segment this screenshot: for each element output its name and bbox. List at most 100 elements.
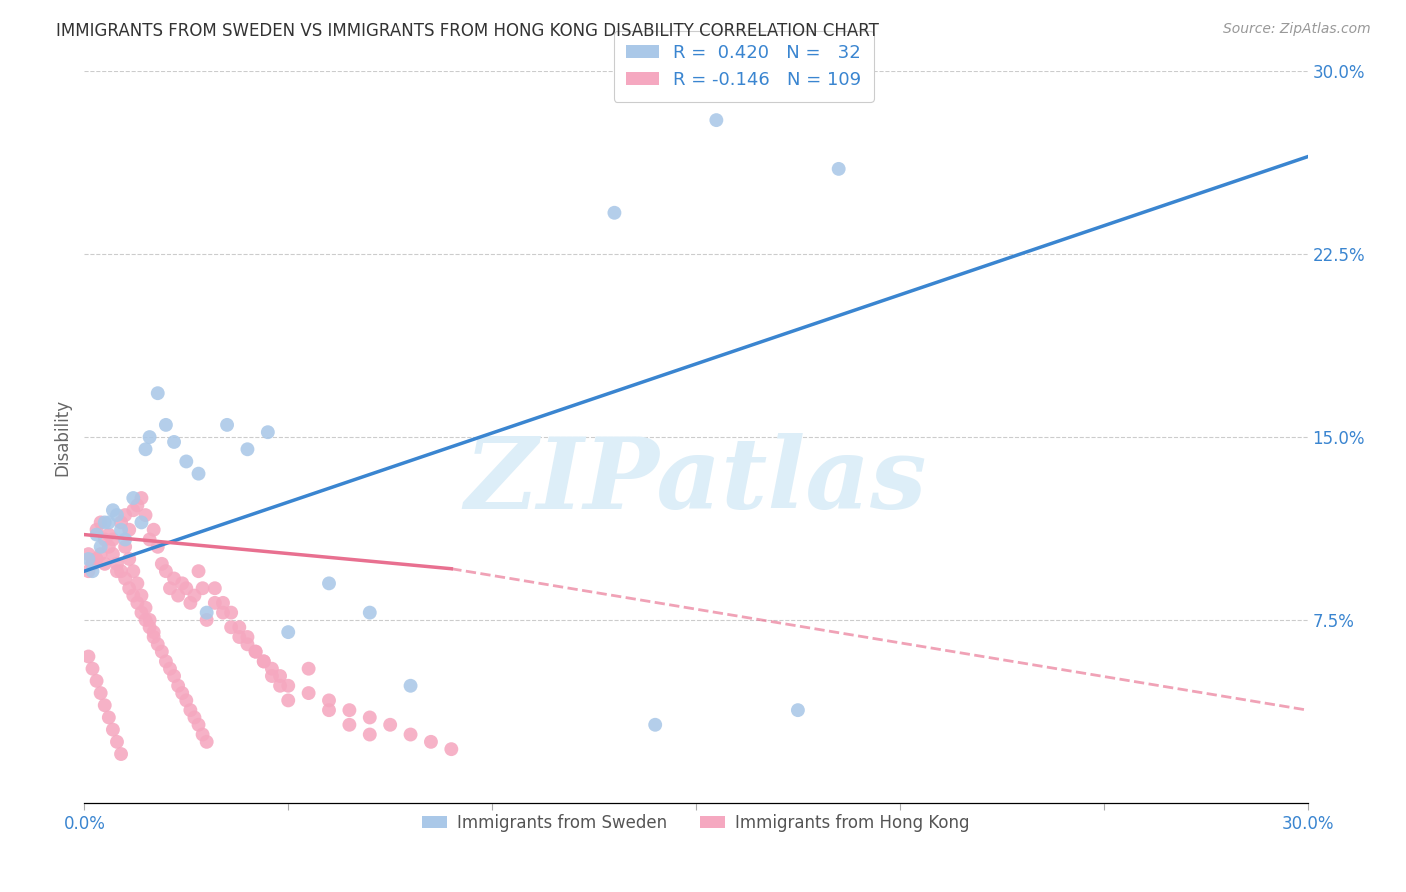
Point: [253, 654, 276, 668]
Point: [155, 654, 177, 668]
Point: [77, 547, 100, 561]
Point: [420, 735, 443, 749]
Point: [114, 508, 136, 522]
Point: [298, 686, 321, 700]
Point: [167, 589, 190, 603]
Point: [86, 552, 108, 566]
Point: [159, 581, 181, 595]
Point: [236, 637, 259, 651]
Point: [179, 596, 201, 610]
Point: [122, 503, 145, 517]
Point: [359, 606, 381, 620]
Point: [131, 516, 153, 530]
Point: [399, 727, 422, 741]
Point: [131, 606, 153, 620]
Point: [77, 564, 100, 578]
Point: [114, 540, 136, 554]
Point: [97, 527, 120, 541]
Point: [138, 613, 160, 627]
Point: [298, 662, 321, 676]
Point: [118, 581, 141, 595]
Point: [339, 718, 361, 732]
Text: Source: ZipAtlas.com: Source: ZipAtlas.com: [1223, 22, 1371, 37]
Point: [101, 533, 124, 547]
Point: [105, 735, 128, 749]
Point: [105, 557, 128, 571]
Point: [212, 606, 235, 620]
Point: [114, 533, 136, 547]
Point: [318, 693, 340, 707]
Point: [174, 693, 197, 707]
Point: [212, 596, 235, 610]
Point: [174, 454, 197, 468]
Point: [135, 442, 157, 457]
Point: [86, 673, 108, 688]
Point: [150, 645, 173, 659]
Point: [828, 161, 851, 176]
Point: [77, 552, 100, 566]
Legend: Immigrants from Sweden, Immigrants from Hong Kong: Immigrants from Sweden, Immigrants from …: [415, 807, 977, 838]
Point: [90, 547, 112, 561]
Point: [195, 613, 218, 627]
Point: [122, 564, 145, 578]
Point: [219, 620, 242, 634]
Point: [118, 552, 141, 566]
Point: [105, 508, 128, 522]
Point: [77, 649, 100, 664]
Point: [706, 113, 728, 128]
Point: [138, 430, 160, 444]
Point: [172, 686, 194, 700]
Point: [97, 540, 120, 554]
Point: [167, 679, 190, 693]
Point: [82, 564, 104, 578]
Point: [82, 557, 104, 571]
Point: [127, 499, 149, 513]
Point: [787, 703, 810, 717]
Point: [187, 718, 209, 732]
Point: [195, 606, 218, 620]
Point: [127, 576, 149, 591]
Point: [339, 703, 361, 717]
Point: [228, 630, 250, 644]
Point: [150, 557, 173, 571]
Point: [277, 679, 299, 693]
Point: [131, 589, 153, 603]
Point: [138, 620, 160, 634]
Point: [217, 417, 239, 432]
Point: [122, 589, 145, 603]
Point: [277, 693, 299, 707]
Point: [399, 679, 422, 693]
Point: [359, 710, 381, 724]
Point: [245, 645, 267, 659]
Point: [163, 572, 186, 586]
Point: [135, 600, 157, 615]
Point: [110, 747, 132, 761]
Point: [228, 620, 250, 634]
Point: [172, 576, 194, 591]
Point: [187, 564, 209, 578]
Point: [245, 645, 267, 659]
Point: [110, 564, 132, 578]
Point: [204, 581, 226, 595]
Point: [603, 206, 626, 220]
Point: [155, 564, 177, 578]
Point: [257, 425, 280, 440]
Point: [318, 576, 340, 591]
Point: [204, 596, 226, 610]
Y-axis label: Disability: Disability: [53, 399, 72, 475]
Point: [174, 581, 197, 595]
Point: [219, 606, 242, 620]
Point: [260, 662, 283, 676]
Point: [142, 630, 165, 644]
Point: [110, 523, 132, 537]
Point: [269, 679, 291, 693]
Point: [82, 557, 104, 571]
Point: [318, 703, 340, 717]
Point: [142, 625, 165, 640]
Point: [122, 491, 145, 505]
Point: [114, 572, 136, 586]
Point: [236, 630, 259, 644]
Point: [146, 540, 169, 554]
Point: [142, 523, 165, 537]
Point: [138, 533, 160, 547]
